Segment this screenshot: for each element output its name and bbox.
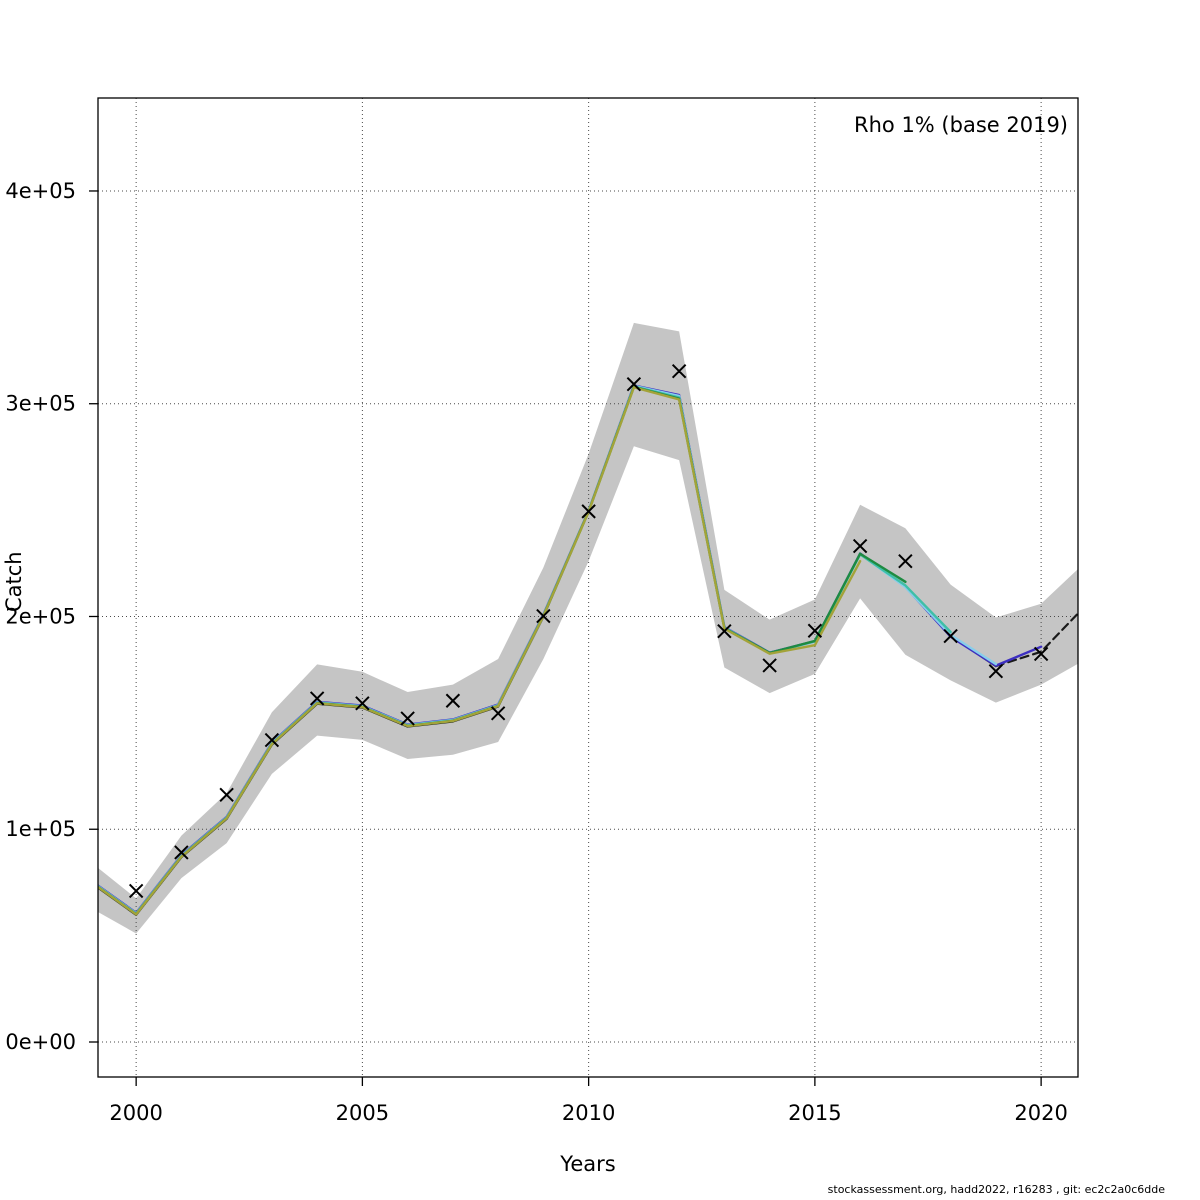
x-tick-label: 2005 <box>336 1101 389 1125</box>
x-tick-label: 2000 <box>109 1101 162 1125</box>
series-retro-2020 <box>98 384 1043 915</box>
series-retro-2016 <box>98 386 862 916</box>
y-axis-title: Catch <box>2 551 26 612</box>
x-tick-label: 2015 <box>788 1101 841 1125</box>
x-tick-label: 2020 <box>1014 1101 1067 1125</box>
y-tick-label: 2e+05 <box>5 604 76 628</box>
y-tick-label: 3e+05 <box>5 392 76 416</box>
x-axis-title: Years <box>560 1152 616 1176</box>
y-tick-label: 1e+05 <box>5 817 76 841</box>
y-tick-label: 0e+00 <box>5 1030 76 1054</box>
y-tick-label: 4e+05 <box>5 179 76 203</box>
x-tick-label: 2010 <box>562 1101 615 1125</box>
plot-area <box>98 98 1078 1077</box>
observation-markers <box>128 363 1049 899</box>
chart-title: Rho 1% (base 2019) <box>854 113 1068 137</box>
series-base-2021-forecast <box>994 611 1078 668</box>
footer-credit: stockassessment.org, hadd2022, r16283 , … <box>827 1183 1165 1196</box>
